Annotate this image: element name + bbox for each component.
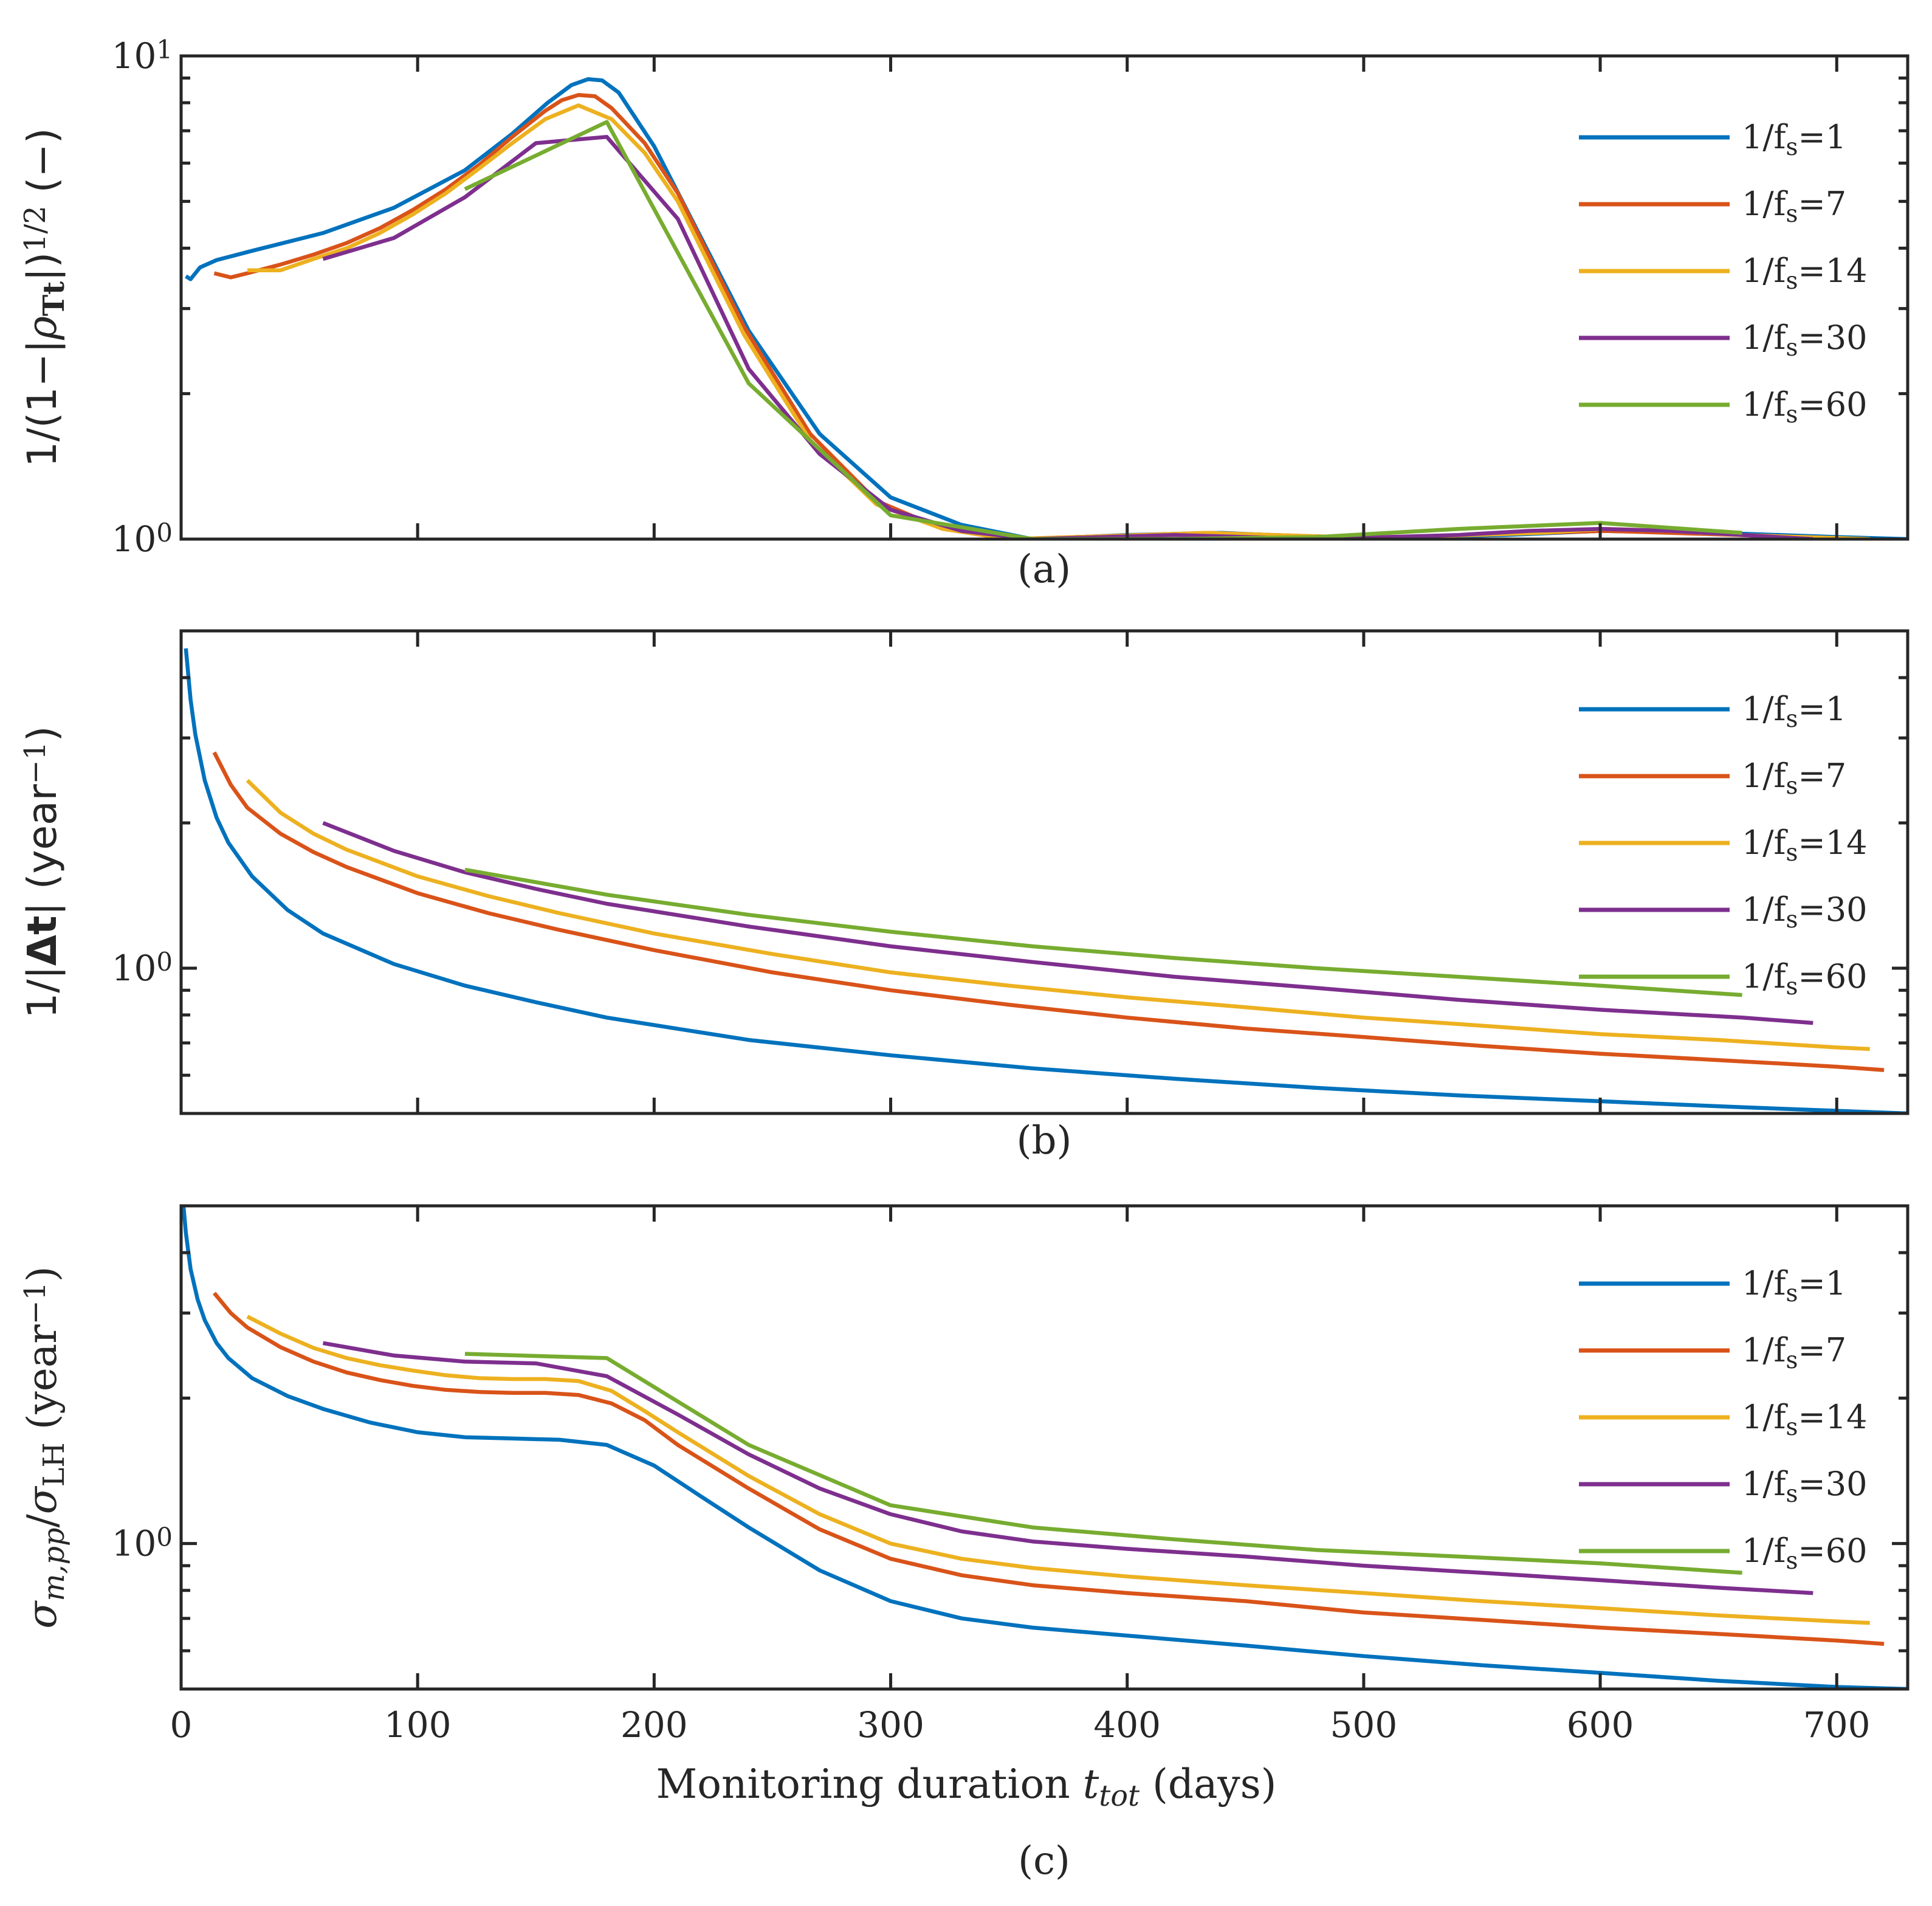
- legend-label: 1/fs=1: [1742, 690, 1846, 733]
- x-tick-label: 100: [384, 1704, 452, 1746]
- legend-label: 1/fs=60: [1742, 957, 1867, 1000]
- axes-frame: [179, 629, 1910, 1115]
- y-axis-label: 1/(1−|ρTt|)1/2 (−): [19, 128, 72, 467]
- x-tick-label: 0: [170, 1704, 193, 1746]
- series-line-1-f-s-14: [246, 1315, 1870, 1625]
- legend: 1/fs=1 1/fs=7 1/fs=14 1/fs=30 1/fs=60: [1579, 118, 1867, 428]
- legend-label: 1/fs=7: [1742, 185, 1846, 228]
- panel-caption: (c): [1018, 1839, 1070, 1884]
- legend-label: 1/fs=1: [1742, 118, 1846, 161]
- series-line-1-f-s-30: [322, 1341, 1813, 1595]
- panel-caption: (b): [1017, 1118, 1072, 1163]
- series-line-1-f-s-7: [212, 751, 1885, 1072]
- x-axis-label: Monitoring duration ttot (days): [656, 1761, 1277, 1813]
- y-axis-label: σm,pp/σLH (year−1): [19, 1266, 72, 1628]
- legend-label: 1/fs=30: [1742, 890, 1867, 934]
- series-line-1-f-s-60: [464, 867, 1742, 997]
- x-tick-labels: 0 100 200 300 400 500 600 700: [170, 1704, 1871, 1746]
- series-group: [181, 1206, 1908, 1689]
- legend-label: 1/fs=7: [1742, 1331, 1846, 1374]
- y-tick-label: 100: [112, 947, 173, 989]
- legend-label: 1/fs=14: [1742, 824, 1867, 867]
- series-line-1-f-s-14: [246, 779, 1870, 1051]
- y-tick-label: 101: [112, 35, 173, 77]
- series-line-1-f-s-1: [184, 648, 1908, 1113]
- axes-frame: [179, 54, 1910, 541]
- series-line-1-f-s-30: [322, 821, 1813, 1025]
- x-tick-label: 300: [857, 1704, 924, 1746]
- axes-frame: [179, 1204, 1910, 1691]
- series-group: [184, 648, 1908, 1113]
- panel-caption: (a): [1017, 547, 1071, 592]
- legend-label: 1/fs=1: [1742, 1264, 1846, 1307]
- x-tick-label: 700: [1803, 1704, 1871, 1746]
- legend-label: 1/fs=7: [1742, 757, 1846, 800]
- x-tick-label: 200: [621, 1704, 688, 1746]
- x-tick-label: 400: [1093, 1704, 1161, 1746]
- y-tick-label: 100: [112, 518, 173, 560]
- y-tick-label: 100: [112, 1522, 173, 1564]
- series-line-1-f-s-60: [464, 120, 1742, 539]
- series-line-1-f-s-1: [181, 1206, 1908, 1689]
- legend-label: 1/fs=60: [1742, 385, 1867, 428]
- legend-label: 1/fs=14: [1742, 1398, 1867, 1441]
- y-axis-label: 1/|Δt| (year−1): [19, 726, 66, 1018]
- x-tick-label: 600: [1567, 1704, 1634, 1746]
- shared-x-axis: 0 100 200 300 400 500 600 700 Monitoring durati…: [170, 1704, 1871, 1813]
- series-line-1-f-s-60: [464, 1352, 1742, 1575]
- panel-b: 100 1/|Δt| (year−1) (b) 1/fs=1 1/fs=7 1/fs=14…: [19, 629, 1910, 1163]
- x-tick-label: 500: [1330, 1704, 1398, 1746]
- legend: 1/fs=1 1/fs=7 1/fs=14 1/fs=30 1/fs=60: [1579, 1264, 1867, 1575]
- legend-label: 1/fs=14: [1742, 252, 1867, 295]
- legend-label: 1/fs=30: [1742, 318, 1867, 362]
- legend-label: 1/fs=30: [1742, 1465, 1867, 1508]
- legend: 1/fs=1 1/fs=7 1/fs=14 1/fs=30 1/fs=60: [1579, 690, 1867, 1000]
- legend-label: 1/fs=60: [1742, 1532, 1867, 1575]
- series-line-1-f-s-7: [212, 1292, 1885, 1646]
